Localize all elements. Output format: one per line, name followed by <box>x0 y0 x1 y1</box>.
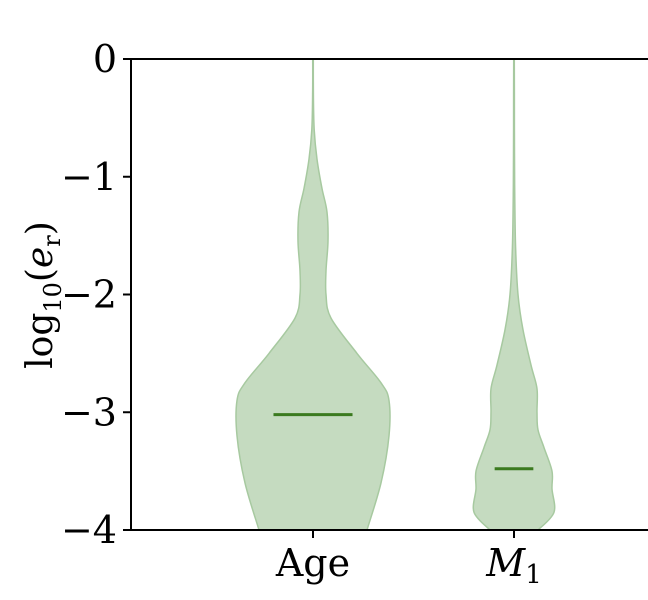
violins <box>235 58 556 531</box>
x-ticks: Age M1 <box>275 530 542 590</box>
y-tick-label: 0 <box>93 37 117 81</box>
axes <box>130 58 648 531</box>
x-tick-label-m1: M1 <box>485 541 541 590</box>
y-tick-label: −3 <box>61 390 117 434</box>
medians <box>273 413 534 471</box>
y-ticks: 0 −1 −2 −3 −4 <box>61 37 131 552</box>
y-tick-label: −4 <box>61 508 117 552</box>
y-axis-label: log10(er) <box>20 221 67 369</box>
x-tick-label-age: Age <box>275 541 350 585</box>
violin-age <box>235 58 391 531</box>
y-tick-label: −1 <box>61 155 117 199</box>
y-tick-label: −2 <box>61 273 117 317</box>
violin-m1 <box>472 58 556 531</box>
